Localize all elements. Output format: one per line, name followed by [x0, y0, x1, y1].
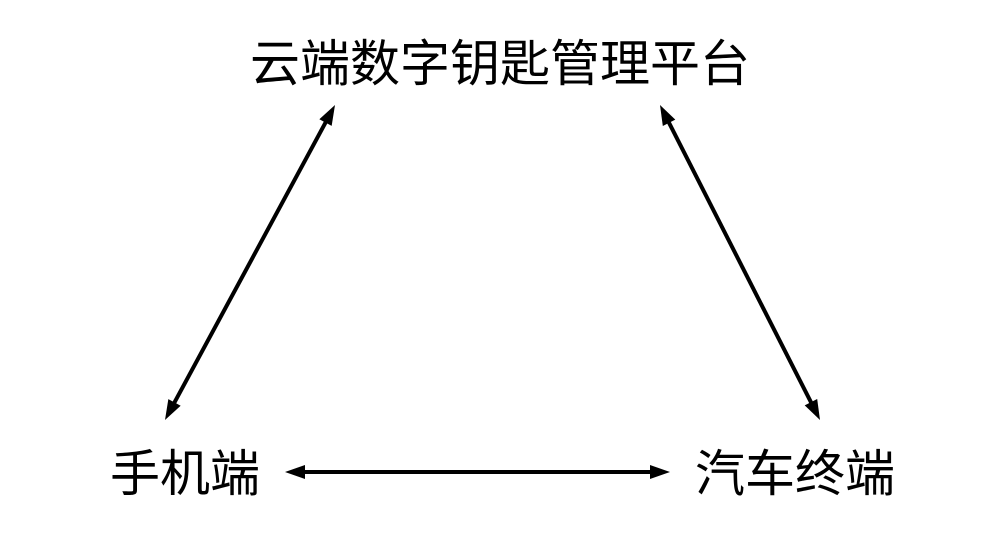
node-car-terminal: 汽车终端 [695, 434, 895, 506]
arrowhead-icon [165, 399, 181, 420]
edge-cloud-car [665, 116, 814, 410]
arrowhead-icon [660, 105, 675, 126]
node-car-label: 汽车终端 [695, 446, 895, 502]
node-cloud-label: 云端数字钥匙管理平台 [250, 36, 750, 92]
node-phone-client: 手机端 [110, 434, 260, 506]
arrowhead-icon [805, 399, 820, 420]
arrowhead-icon [319, 105, 335, 126]
edge-cloud-phone [171, 116, 330, 410]
diagram-canvas: 云端数字钥匙管理平台 手机端 汽车终端 [0, 0, 1000, 538]
node-phone-label: 手机端 [110, 446, 260, 502]
node-cloud-platform: 云端数字钥匙管理平台 [250, 24, 750, 96]
arrowhead-icon [650, 465, 670, 479]
arrowhead-icon [285, 465, 305, 479]
